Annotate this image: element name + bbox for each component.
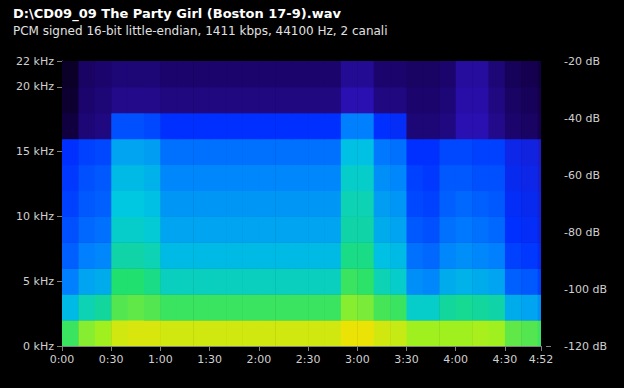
svg-text:20 kHz: 20 kHz bbox=[16, 80, 54, 93]
svg-text:0:30: 0:30 bbox=[99, 353, 124, 366]
svg-text:3:00: 3:00 bbox=[345, 353, 370, 366]
svg-text:2:00: 2:00 bbox=[246, 353, 271, 366]
svg-text:3:30: 3:30 bbox=[394, 353, 419, 366]
svg-text:4:30: 4:30 bbox=[493, 353, 518, 366]
svg-text:-120 dB: -120 dB bbox=[564, 340, 607, 353]
svg-text:-60 dB: -60 dB bbox=[564, 169, 600, 182]
svg-text:4:52: 4:52 bbox=[529, 353, 554, 366]
svg-text:5 kHz: 5 kHz bbox=[23, 275, 54, 288]
svg-text:D:\CD09_09 The Party Girl (Bos: D:\CD09_09 The Party Girl (Boston 17-9).… bbox=[13, 6, 341, 22]
svg-text:22 kHz: 22 kHz bbox=[16, 55, 54, 68]
svg-text:-100 dB: -100 dB bbox=[564, 283, 607, 296]
svg-text:-80 dB: -80 dB bbox=[564, 226, 600, 239]
svg-text:0:00: 0:00 bbox=[50, 353, 75, 366]
svg-text:1:00: 1:00 bbox=[148, 353, 173, 366]
svg-text:-20 dB: -20 dB bbox=[564, 55, 600, 68]
svg-text:10 kHz: 10 kHz bbox=[16, 210, 54, 223]
svg-text:-40 dB: -40 dB bbox=[564, 112, 600, 125]
svg-text:2:30: 2:30 bbox=[296, 353, 321, 366]
svg-text:4:00: 4:00 bbox=[443, 353, 468, 366]
svg-text:0 kHz: 0 kHz bbox=[23, 340, 54, 353]
svg-text:1:30: 1:30 bbox=[197, 353, 222, 366]
svg-text:PCM signed 16-bit little-endia: PCM signed 16-bit little-endian, 1411 kb… bbox=[13, 24, 388, 38]
svg-text:15 kHz: 15 kHz bbox=[16, 145, 54, 158]
